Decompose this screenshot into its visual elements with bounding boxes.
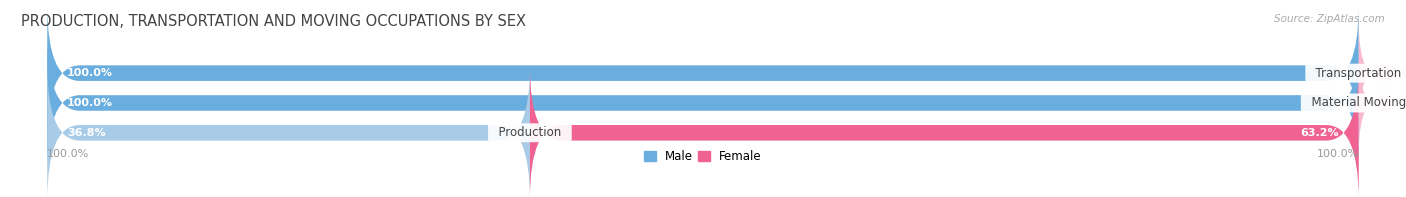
FancyBboxPatch shape — [48, 6, 1358, 140]
Text: Transportation: Transportation — [1309, 67, 1406, 80]
FancyBboxPatch shape — [530, 66, 1358, 197]
Text: 100.0%: 100.0% — [1316, 150, 1358, 160]
FancyBboxPatch shape — [48, 66, 1358, 197]
FancyBboxPatch shape — [1358, 51, 1406, 155]
Text: 100.0%: 100.0% — [48, 150, 90, 160]
Text: Production: Production — [491, 126, 569, 139]
FancyBboxPatch shape — [48, 36, 1358, 170]
Text: PRODUCTION, TRANSPORTATION AND MOVING OCCUPATIONS BY SEX: PRODUCTION, TRANSPORTATION AND MOVING OC… — [21, 14, 526, 29]
Text: 100.0%: 100.0% — [67, 68, 112, 78]
Text: 100.0%: 100.0% — [67, 98, 112, 108]
Text: 36.8%: 36.8% — [67, 128, 105, 138]
FancyBboxPatch shape — [48, 6, 1358, 140]
Text: Source: ZipAtlas.com: Source: ZipAtlas.com — [1274, 14, 1385, 24]
Text: Material Moving: Material Moving — [1303, 97, 1406, 110]
Legend: Male, Female: Male, Female — [640, 145, 766, 168]
Text: 63.2%: 63.2% — [1301, 128, 1339, 138]
FancyBboxPatch shape — [1358, 21, 1406, 125]
FancyBboxPatch shape — [48, 66, 530, 197]
FancyBboxPatch shape — [48, 36, 1358, 170]
